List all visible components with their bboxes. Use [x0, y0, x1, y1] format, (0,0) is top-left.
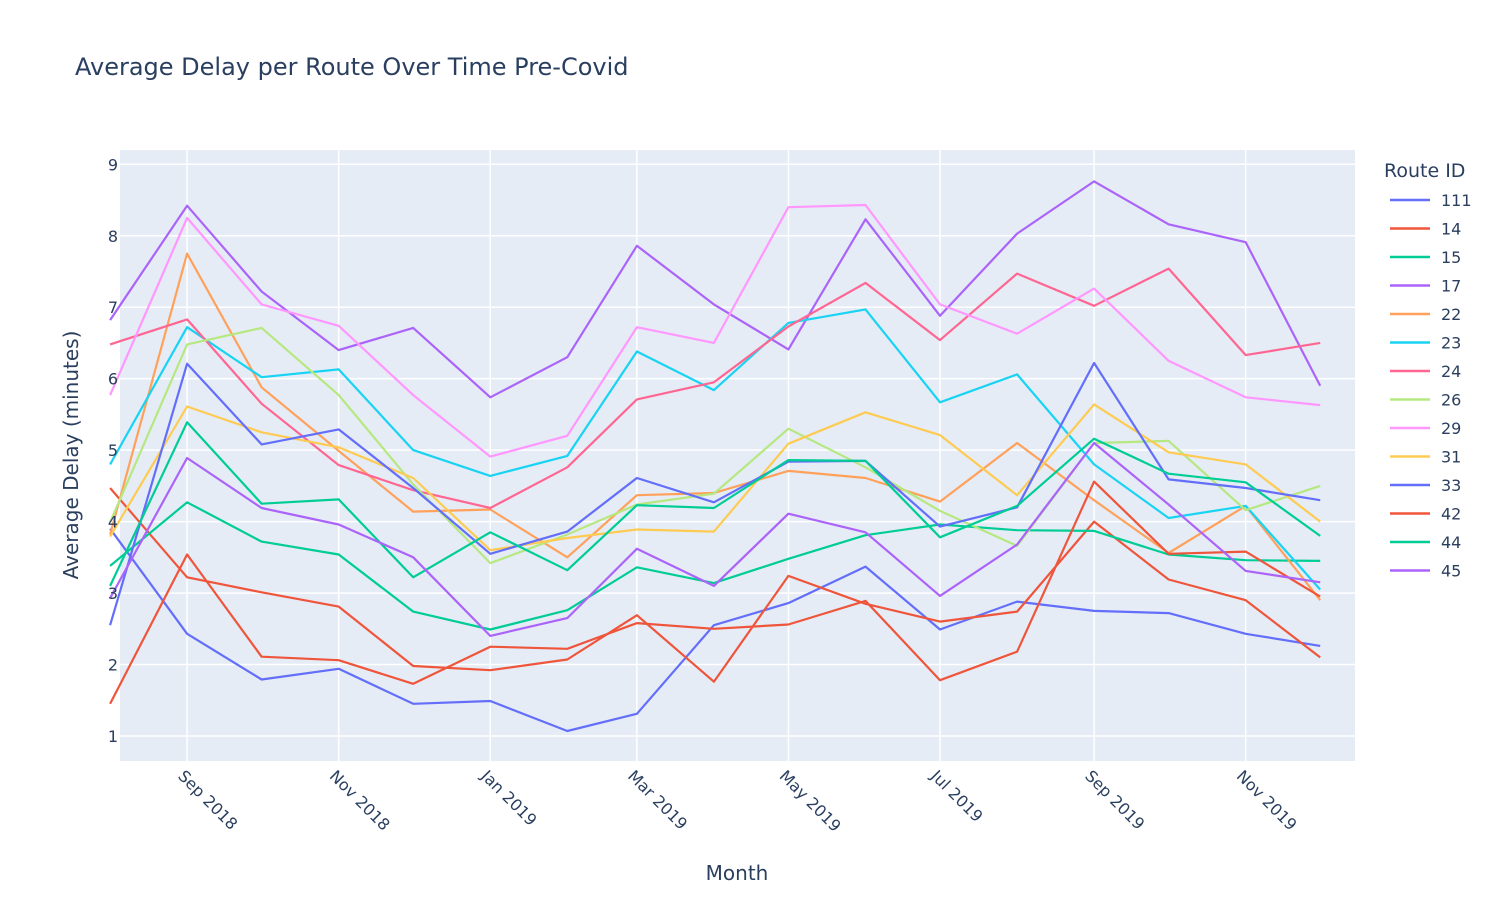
legend-item-33[interactable]: 33	[1390, 476, 1461, 495]
series-line-31	[109, 403, 1321, 552]
y-tick-label: 3	[108, 584, 118, 603]
x-tick-label: Sep 2018	[174, 766, 241, 833]
legend-item-23[interactable]: 23	[1390, 334, 1461, 353]
legend-item-24[interactable]: 24	[1390, 362, 1461, 381]
legend-label: 26	[1441, 391, 1461, 410]
y-tick-label: 9	[108, 155, 118, 174]
gridlines	[120, 150, 1355, 761]
series-line-29	[109, 203, 1321, 458]
legend-label: 33	[1441, 476, 1461, 495]
legend-item-111[interactable]: 111	[1390, 191, 1472, 210]
x-tick-label: Nov 2019	[1233, 766, 1301, 834]
legend-items: 111 14 15 17 22 23 24 26 29 31 33 42 44 45	[1390, 191, 1472, 581]
series-line-111	[109, 528, 1321, 733]
legend-item-17[interactable]: 17	[1390, 277, 1461, 296]
series-line-17	[109, 180, 1322, 399]
legend-item-42[interactable]: 42	[1390, 505, 1461, 524]
x-tick-label: Jul 2019	[926, 766, 986, 826]
x-axis-title: Month	[706, 861, 769, 885]
legend-label: 42	[1441, 505, 1461, 524]
legend-item-29[interactable]: 29	[1390, 419, 1461, 438]
legend-label: 24	[1441, 362, 1461, 381]
series-line-26	[109, 326, 1321, 565]
series-lines	[109, 180, 1322, 733]
y-tick-label: 1	[108, 727, 118, 746]
legend-label: 44	[1441, 533, 1461, 552]
legend-label: 29	[1441, 419, 1461, 438]
x-tick-label: Jan 2019	[477, 766, 541, 830]
x-tick-label: Nov 2018	[326, 766, 394, 834]
y-tick-label: 8	[108, 227, 118, 246]
legend-item-31[interactable]: 31	[1390, 448, 1461, 467]
y-axis-title: Average Delay (minutes)	[59, 331, 83, 580]
x-tick-label: Mar 2019	[624, 766, 691, 833]
series-line-45	[109, 441, 1321, 638]
x-tick-label: Sep 2019	[1081, 766, 1148, 833]
y-tick-label: 5	[108, 441, 118, 460]
legend-label: 111	[1441, 191, 1472, 210]
series-line-33	[109, 361, 1321, 626]
legend-item-45[interactable]: 45	[1390, 562, 1461, 581]
legend-label: 23	[1441, 334, 1461, 353]
legend-label: 14	[1441, 220, 1461, 239]
y-tick-label: 7	[108, 298, 118, 317]
chart-title: Average Delay per Route Over Time Pre-Co…	[75, 53, 629, 81]
series-line-42	[109, 480, 1321, 705]
y-tick-label: 2	[108, 656, 118, 675]
series-line-24	[109, 267, 1321, 510]
x-axis-ticks: Sep 2018 Nov 2018 Jan 2019 Mar 2019 May 2019…	[174, 766, 1300, 836]
legend-label: 45	[1441, 562, 1461, 581]
x-tick-label: May 2019	[776, 766, 845, 835]
y-tick-label: 6	[108, 370, 118, 389]
plot-area	[120, 150, 1355, 761]
legend: Route ID 111 14 15 17 22 23 24 26 29 31 33 42 44 45	[1384, 160, 1472, 581]
legend-item-44[interactable]: 44	[1390, 533, 1461, 552]
legend-label: 22	[1441, 305, 1461, 324]
legend-item-14[interactable]: 14	[1390, 220, 1461, 239]
y-tick-label: 4	[108, 513, 118, 532]
legend-label: 17	[1441, 277, 1461, 296]
legend-label: 15	[1441, 248, 1461, 267]
legend-item-26[interactable]: 26	[1390, 391, 1461, 410]
y-axis-ticks: 1 2 3 4 5 6 7 8 9	[108, 155, 118, 746]
series-line-15	[109, 501, 1321, 631]
legend-item-15[interactable]: 15	[1390, 248, 1461, 267]
legend-label: 31	[1441, 448, 1461, 467]
legend-item-22[interactable]: 22	[1390, 305, 1461, 324]
series-line-14	[109, 487, 1321, 683]
legend-title: Route ID	[1384, 160, 1465, 182]
series-line-44	[109, 421, 1321, 587]
